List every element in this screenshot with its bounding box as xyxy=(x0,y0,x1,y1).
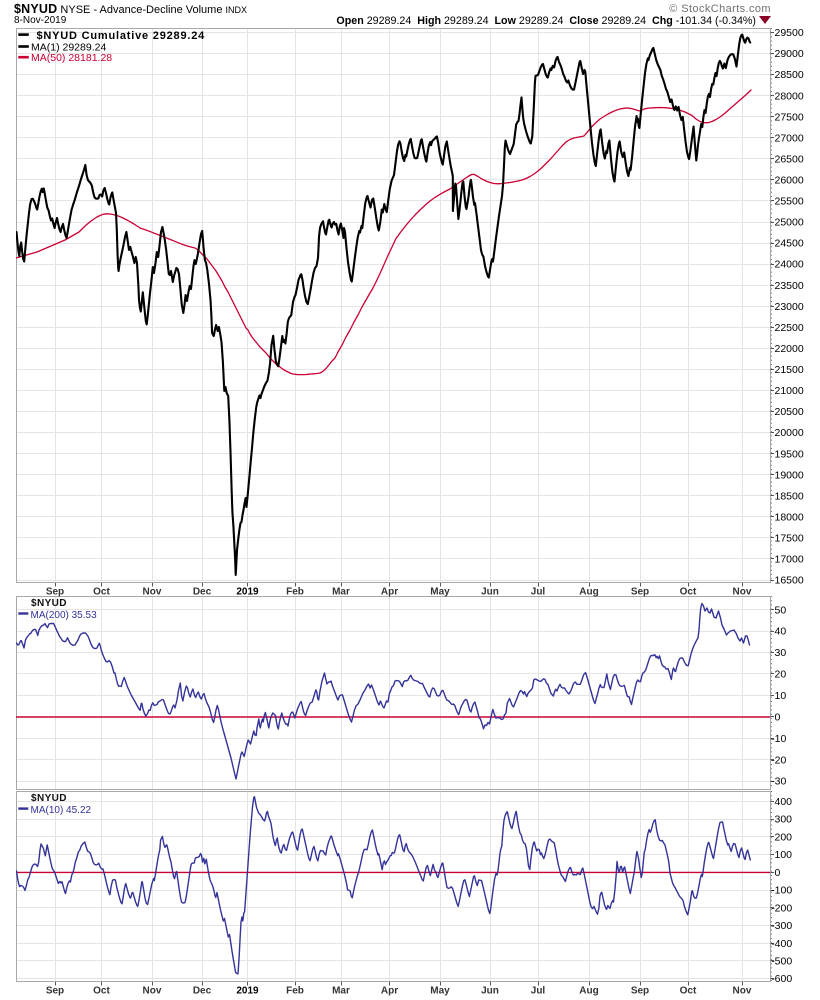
svg-text:30: 30 xyxy=(775,647,787,659)
svg-text:28500: 28500 xyxy=(775,69,804,81)
svg-text:0: 0 xyxy=(775,867,781,879)
svg-text:Oct: Oct xyxy=(93,986,110,997)
svg-text:$NYUD Cumulative 29289.24: $NYUD Cumulative 29289.24 xyxy=(37,30,206,42)
svg-text:17000: 17000 xyxy=(775,554,804,566)
svg-text:50: 50 xyxy=(775,604,787,616)
svg-text:19000: 19000 xyxy=(775,469,804,481)
svg-text:Mar: Mar xyxy=(332,587,350,598)
svg-text:20500: 20500 xyxy=(775,406,804,418)
svg-text:400: 400 xyxy=(775,796,793,808)
svg-text:Sep: Sep xyxy=(631,587,649,598)
svg-text:-600: -600 xyxy=(771,973,792,985)
svg-text:-30: -30 xyxy=(771,776,786,788)
svg-text:-10: -10 xyxy=(771,733,786,745)
svg-text:25500: 25500 xyxy=(775,196,804,208)
svg-text:Dec: Dec xyxy=(193,587,212,598)
svg-text:-400: -400 xyxy=(771,938,792,950)
svg-text:24000: 24000 xyxy=(775,259,804,271)
svg-text:Apr: Apr xyxy=(381,986,398,997)
svg-text:MA(10) 45.22: MA(10) 45.22 xyxy=(31,805,92,816)
svg-text:Aug: Aug xyxy=(579,986,598,997)
svg-text:-500: -500 xyxy=(771,956,792,968)
svg-text:Oct: Oct xyxy=(93,587,110,598)
svg-text:-100: -100 xyxy=(771,885,792,897)
svg-text:Jul: Jul xyxy=(531,587,546,598)
svg-text:22000: 22000 xyxy=(775,343,804,355)
svg-text:Jun: Jun xyxy=(481,986,499,997)
svg-text:200: 200 xyxy=(775,831,793,843)
svg-text:MA(200) 35.53: MA(200) 35.53 xyxy=(31,610,98,621)
svg-text:2019: 2019 xyxy=(236,986,259,997)
svg-text:MA(1) 29289.24: MA(1) 29289.24 xyxy=(31,41,106,53)
svg-text:23000: 23000 xyxy=(775,301,804,313)
svg-text:24500: 24500 xyxy=(775,238,804,250)
svg-text:Oct: Oct xyxy=(680,587,697,598)
svg-text:May: May xyxy=(430,986,450,997)
svg-text:Sep: Sep xyxy=(631,986,649,997)
svg-text:25000: 25000 xyxy=(775,217,804,229)
svg-text:Jul: Jul xyxy=(531,986,546,997)
svg-text:Sep: Sep xyxy=(46,986,64,997)
svg-text:Jun: Jun xyxy=(481,587,499,598)
svg-text:Mar: Mar xyxy=(332,986,350,997)
svg-text:28000: 28000 xyxy=(775,90,804,102)
svg-text:Sep: Sep xyxy=(46,587,64,598)
svg-text:21000: 21000 xyxy=(775,385,804,397)
svg-text:Dec: Dec xyxy=(193,986,212,997)
svg-text:18000: 18000 xyxy=(775,511,804,523)
svg-text:Apr: Apr xyxy=(381,587,398,598)
svg-text:-20: -20 xyxy=(771,754,786,766)
svg-text:Oct: Oct xyxy=(680,986,697,997)
svg-text:2019: 2019 xyxy=(236,587,259,598)
svg-text:40: 40 xyxy=(775,626,787,638)
svg-text:21500: 21500 xyxy=(775,364,804,376)
svg-text:100: 100 xyxy=(775,849,793,861)
svg-text:29500: 29500 xyxy=(775,27,804,39)
svg-text:0: 0 xyxy=(775,712,781,724)
svg-text:Nov: Nov xyxy=(733,587,752,598)
svg-text:10: 10 xyxy=(775,690,787,702)
svg-text:18500: 18500 xyxy=(775,490,804,502)
svg-text:Feb: Feb xyxy=(286,986,304,997)
svg-text:26500: 26500 xyxy=(775,153,804,165)
svg-text:May: May xyxy=(430,587,450,598)
svg-text:MA(50) 28181.28: MA(50) 28181.28 xyxy=(31,52,112,64)
svg-text:-200: -200 xyxy=(771,902,792,914)
svg-text:19500: 19500 xyxy=(775,448,804,460)
svg-text:$NYUD: $NYUD xyxy=(31,793,67,804)
svg-text:20000: 20000 xyxy=(775,427,804,439)
svg-text:Nov: Nov xyxy=(143,587,162,598)
svg-text:Nov: Nov xyxy=(143,986,162,997)
svg-text:29000: 29000 xyxy=(775,48,804,60)
svg-text:Feb: Feb xyxy=(286,587,304,598)
svg-text:22500: 22500 xyxy=(775,322,804,334)
svg-text:Aug: Aug xyxy=(579,587,598,598)
svg-text:26000: 26000 xyxy=(775,175,804,187)
svg-text:20: 20 xyxy=(775,669,787,681)
svg-text:16500: 16500 xyxy=(775,575,804,587)
svg-text:17500: 17500 xyxy=(775,533,804,545)
svg-text:-300: -300 xyxy=(771,920,792,932)
svg-text:27500: 27500 xyxy=(775,111,804,123)
svg-text:23500: 23500 xyxy=(775,280,804,292)
svg-text:$NYUD: $NYUD xyxy=(31,598,67,609)
svg-text:27000: 27000 xyxy=(775,132,804,144)
svg-text:Nov: Nov xyxy=(733,986,752,997)
svg-text:300: 300 xyxy=(775,814,793,826)
